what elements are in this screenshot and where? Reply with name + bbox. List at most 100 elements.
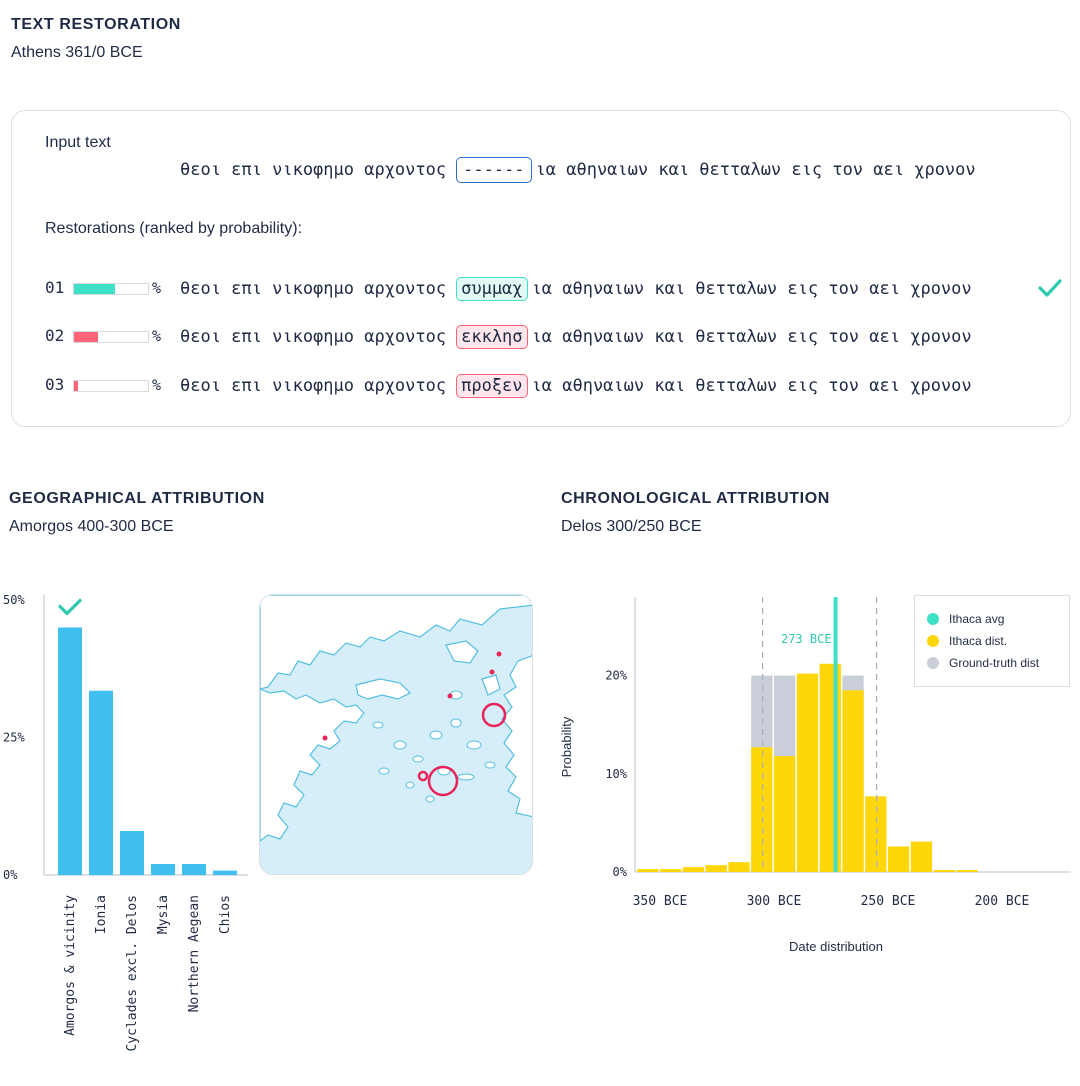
map-island [425, 795, 435, 803]
map-island [412, 755, 424, 763]
map-landmass-asia [501, 655, 532, 818]
geo-bar [151, 864, 175, 875]
input-text-before: θεοι επι νικοφημο αρχοντος [180, 160, 447, 180]
restoration-text-after: ια αθηναιων και θετταλων εις τον αει χρο… [531, 279, 972, 299]
map-island [457, 773, 475, 781]
legend-swatch-truth [927, 657, 939, 669]
restored-word[interactable]: συμμαχ [456, 277, 528, 301]
map-marker [447, 693, 453, 699]
map-island [484, 761, 496, 769]
map-marker [489, 669, 495, 675]
legend-item-truth: Ground-truth dist [927, 656, 1039, 670]
chrono-x-tick-label: 350 BCE [633, 894, 688, 909]
restoration-text-before: θεοι επι νικοφημο αρχοντος [180, 279, 447, 299]
map-highlight-ring [427, 765, 459, 797]
geo-y-tick-label: 50% [3, 593, 25, 607]
legend-item-dist: Ithaca dist. [927, 634, 1007, 648]
map-island [372, 721, 384, 729]
ithaca-bar [956, 870, 978, 872]
probability-bar-fill [74, 284, 115, 294]
percent-sign: % [152, 376, 162, 394]
geo-bar [213, 870, 237, 875]
ithaca-bar [796, 673, 819, 872]
ithaca-bar [888, 846, 910, 872]
geo-category-label: Chios [218, 895, 233, 934]
geo-bar [120, 831, 144, 875]
geo-category-label: Amorgos & vicinity [63, 895, 78, 1036]
map-highlight-ring [481, 702, 507, 728]
chrono-x-tick-label: 200 BCE [975, 894, 1030, 909]
ithaca-bar [705, 865, 727, 872]
map-landmass-greece [260, 688, 365, 842]
geo-subtitle: Amorgos 400-300 BCE [9, 518, 174, 535]
chrono-legend: Ithaca avg Ithaca dist. Ground-truth dis… [914, 595, 1070, 687]
ithaca-bar [682, 867, 705, 872]
geo-category-label: Cyclades excl. Delos [125, 895, 140, 1052]
map-landmass-north [260, 595, 532, 690]
chrono-x-tick-label: 250 BCE [861, 894, 916, 909]
percent-sign: % [152, 327, 162, 345]
legend-label-truth: Ground-truth dist [949, 656, 1040, 670]
restoration-text-after: ια αθηναιων και θετταλων εις τον αει χρο… [531, 327, 972, 347]
chrono-x-axis-label: Date distribution [789, 939, 883, 954]
chrono-y-tick-label: 20% [605, 669, 627, 683]
map-marker [496, 651, 502, 657]
legend-swatch-avg [927, 613, 939, 625]
geo-bar [89, 690, 113, 875]
chrono-x-tick-label: 300 BCE [747, 894, 802, 909]
ithaca-bar [637, 869, 659, 872]
input-text-line: θεοι επι νικοφημο αρχοντος ------ ια αθηνα… [180, 155, 976, 185]
map-island [393, 740, 407, 750]
restoration-line: θεοι επι νικοφημο αρχοντος εκκλησ ια αθηνα… [180, 323, 972, 351]
restored-word[interactable]: εκκλησ [456, 325, 528, 349]
map-marker [322, 735, 328, 741]
geo-title: GEOGRAPHICAL ATTRIBUTION [9, 490, 265, 507]
restoration-text-after: ια αθηναιων και θετταλων εις τον αει χρο… [531, 376, 972, 396]
ithaca-bar [660, 869, 682, 872]
ithaca-bar [728, 862, 750, 872]
geo-category-label: Ionia [94, 895, 109, 934]
map-landmass-lesbos [445, 640, 479, 664]
restoration-title: TEXT RESTORATION [11, 16, 181, 33]
geo-y-tick-label: 25% [3, 731, 25, 745]
chrono-histogram: 0% 10% 20% 273 BCE 350 BCE 300 BCE 250 BCE 200 … [559, 597, 1071, 954]
geo-bar [182, 864, 206, 875]
probability-bar [73, 380, 149, 392]
geo-bar [58, 627, 82, 875]
restoration-text-before: θεοι επι νικοφημο αρχοντος [180, 376, 447, 396]
ithaca-bar [842, 690, 864, 872]
chrono-subtitle: Delos 300/250 BCE [561, 518, 702, 535]
legend-label-dist: Ithaca dist. [949, 634, 1008, 648]
map-island [450, 718, 462, 728]
ithaca-bar [751, 747, 773, 872]
restoration-subtitle: Athens 361/0 BCE [11, 44, 143, 61]
ithaca-bar [865, 796, 887, 872]
probability-bar [73, 331, 149, 343]
restoration-rank: 03 [45, 375, 65, 394]
restoration-line: θεοι επι νικοφημο αρχοντος συμμαχ ια αθηνα… [180, 275, 972, 303]
chrono-y-axis-label: Probability [559, 716, 574, 777]
correct-check-icon [1038, 279, 1062, 297]
probability-bar-fill [74, 332, 98, 342]
map-graphic [260, 595, 532, 842]
probability-bar [73, 283, 149, 295]
restored-word[interactable]: προξεν [456, 374, 528, 398]
legend-swatch-dist [927, 635, 939, 647]
gap-placeholder[interactable]: ------ [456, 157, 532, 183]
chrono-y-tick-label: 0% [613, 865, 628, 879]
input-text-after: ια αθηναιων και θετταλων εις τον αει χρο… [535, 160, 976, 180]
geo-correct-check-icon [58, 598, 82, 616]
geo-category-label: Mysia [156, 895, 171, 934]
map-island [466, 740, 482, 750]
restoration-rank: 01 [45, 278, 65, 297]
map-island [405, 781, 415, 789]
ithaca-bar [774, 756, 796, 872]
input-text-label: Input text [45, 134, 111, 151]
aegean-map [259, 594, 533, 875]
restoration-line: θεοι επι νικοφημο αρχοντος προξεν ια αθηνα… [180, 372, 972, 400]
map-landmass-chios [481, 674, 501, 696]
geo-y-tick-label: 0% [3, 868, 18, 882]
geo-bar-chart: 0% 25% 50% Amorgos & vicinity Ionia Cyclades … [3, 593, 248, 1052]
map-island [378, 767, 390, 775]
restoration-card [11, 110, 1071, 427]
